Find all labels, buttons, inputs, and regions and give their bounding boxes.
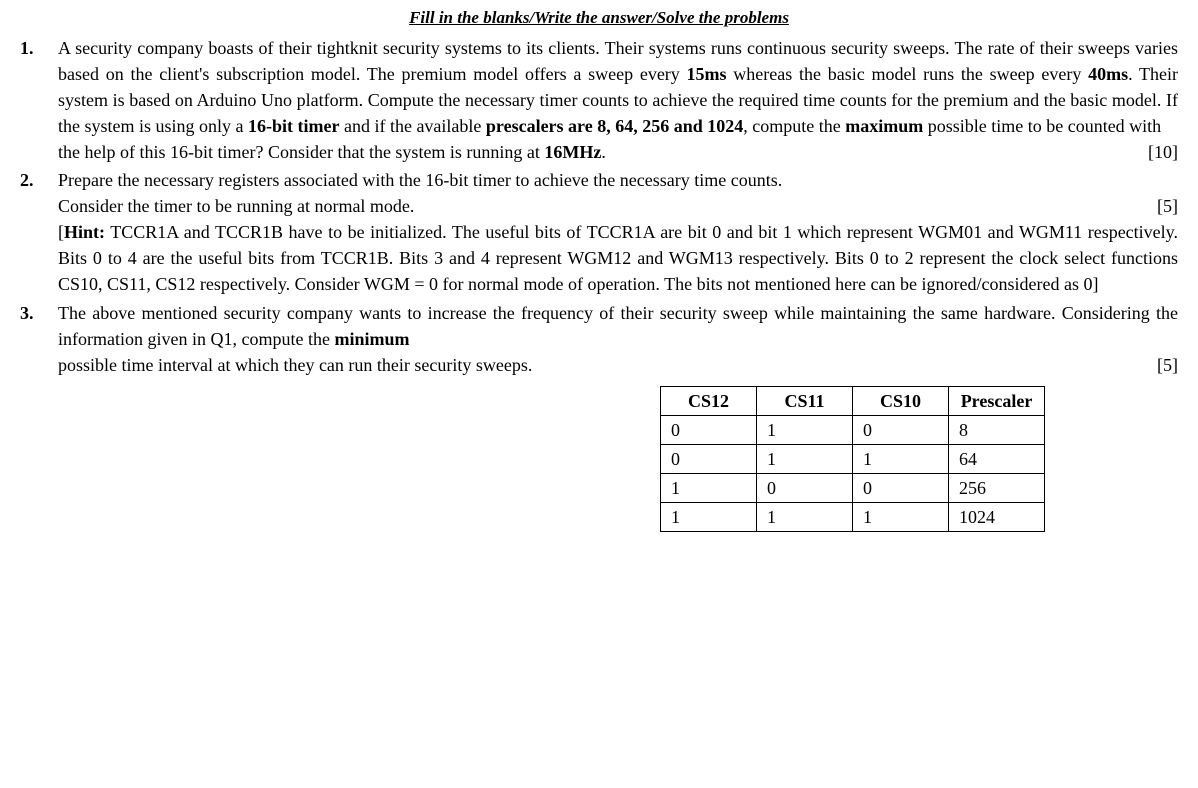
table-cell: 1 <box>853 445 949 474</box>
bold-text: 16MHz <box>544 142 601 162</box>
question-1: 1. A security company boasts of their ti… <box>20 35 1178 165</box>
table-cell: 8 <box>949 415 1045 444</box>
table-cell: 1 <box>757 445 853 474</box>
marks: [5] <box>1157 352 1178 378</box>
table-cell: 64 <box>949 445 1045 474</box>
table-cell: 1 <box>661 503 757 532</box>
table-header: CS10 <box>853 386 949 415</box>
question-content: The above mentioned security company wan… <box>58 300 1178 378</box>
page-header: Fill in the blanks/Write the answer/Solv… <box>20 6 1178 31</box>
table-cell: 1 <box>757 503 853 532</box>
question-content: Prepare the necessary registers associat… <box>58 167 1178 297</box>
text-part: , compute the <box>743 116 845 136</box>
text-part: possible time to be counted with <box>923 116 1161 136</box>
bold-text: 15ms <box>687 64 727 84</box>
text-part: the help of this 16-bit timer? Consider … <box>58 139 606 165</box>
table-header: Prescaler <box>949 386 1045 415</box>
table-cell: 0 <box>661 445 757 474</box>
bold-text: minimum <box>334 329 409 349</box>
table-cell: 0 <box>853 415 949 444</box>
question-number: 1. <box>20 35 58 165</box>
table-cell: 1 <box>853 503 949 532</box>
question-text-line1: Prepare the necessary registers associat… <box>58 167 1178 193</box>
table-header: CS11 <box>757 386 853 415</box>
table-cell: 1 <box>757 415 853 444</box>
text-fragment: . <box>601 142 606 162</box>
last-line: possible time interval at which they can… <box>58 352 1178 378</box>
text-part: The above mentioned security company wan… <box>58 303 1178 349</box>
bold-text: 16-bit timer <box>248 116 339 136</box>
table-row: 1 1 1 1024 <box>661 503 1045 532</box>
prescaler-table: CS12 CS11 CS10 Prescaler 0 1 0 8 0 1 1 6… <box>660 386 1045 532</box>
hint-text: [Hint: TCCR1A and TCCR1B have to be init… <box>58 219 1178 297</box>
marks: [5] <box>1157 193 1178 219</box>
bold-text: prescalers are 8, 64, 256 and 1024 <box>486 116 743 136</box>
question-number: 3. <box>20 300 58 378</box>
question-list: 1. A security company boasts of their ti… <box>20 35 1178 378</box>
bold-text: 40ms <box>1088 64 1128 84</box>
table-row: 0 1 1 64 <box>661 445 1045 474</box>
table-header: CS12 <box>661 386 757 415</box>
text-part: Consider the timer to be running at norm… <box>58 193 414 219</box>
text-part: whereas the basic model runs the sweep e… <box>727 64 1089 84</box>
question-2: 2. Prepare the necessary registers assoc… <box>20 167 1178 297</box>
question-content: A security company boasts of their tight… <box>58 35 1178 165</box>
table-cell: 0 <box>757 474 853 503</box>
text-part: TCCR1A and TCCR1B have to be initialized… <box>58 222 1178 294</box>
question-3: 3. The above mentioned security company … <box>20 300 1178 378</box>
bold-text: maximum <box>845 116 923 136</box>
marks: [10] <box>1148 139 1178 165</box>
table-cell: 256 <box>949 474 1045 503</box>
table-cell: 0 <box>853 474 949 503</box>
question-text: The above mentioned security company wan… <box>58 300 1178 352</box>
question-text: A security company boasts of their tight… <box>58 35 1178 139</box>
question-number: 2. <box>20 167 58 297</box>
bold-text: Hint: <box>64 222 105 242</box>
line-with-marks: Consider the timer to be running at norm… <box>58 193 1178 219</box>
table-row: 1 0 0 256 <box>661 474 1045 503</box>
last-line: the help of this 16-bit timer? Consider … <box>58 139 1178 165</box>
text-fragment: the help of this 16-bit timer? Consider … <box>58 142 544 162</box>
text-part: and if the available <box>339 116 485 136</box>
table-row: 0 1 0 8 <box>661 415 1045 444</box>
table-header-row: CS12 CS11 CS10 Prescaler <box>661 386 1045 415</box>
text-part: possible time interval at which they can… <box>58 352 532 378</box>
table-cell: 0 <box>661 415 757 444</box>
table-cell: 1024 <box>949 503 1045 532</box>
table-cell: 1 <box>661 474 757 503</box>
